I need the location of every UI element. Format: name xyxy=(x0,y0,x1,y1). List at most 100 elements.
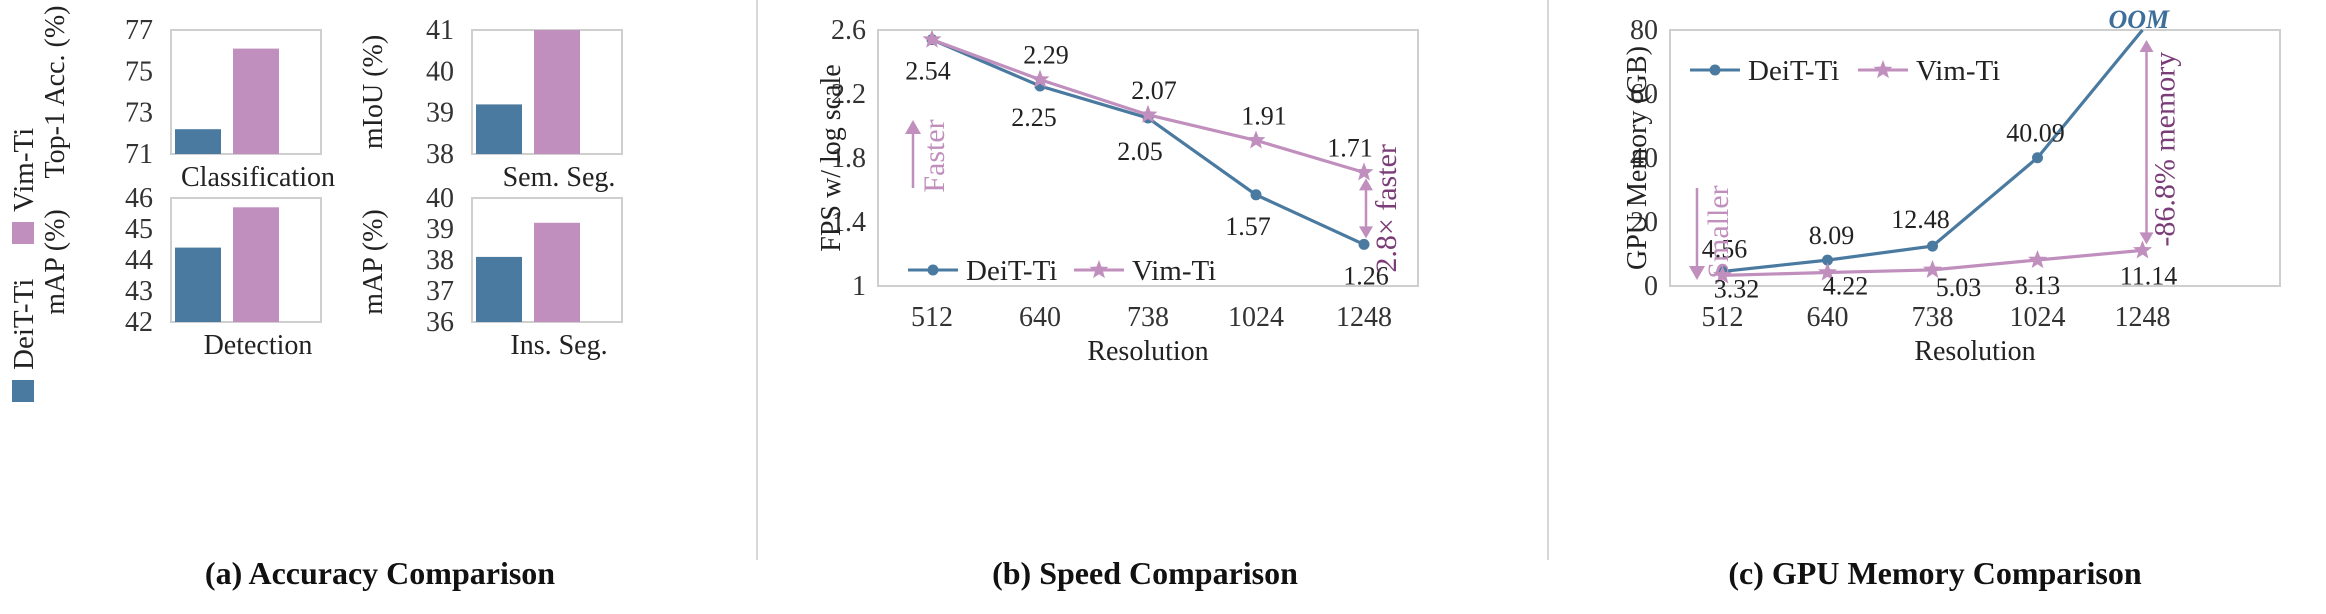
data-label-deit: 12.48 xyxy=(1891,205,1950,234)
bar-vim xyxy=(233,207,279,322)
y-axis-label: GPU Memory (GB) xyxy=(1622,46,1653,270)
caption-accuracy: (a) Accuracy Comparison xyxy=(205,555,555,591)
classification-chart: 71 73 75 77 Top-1 Acc. (%) Classification xyxy=(40,6,335,193)
point-vim xyxy=(1030,69,1050,88)
y-tick-label: 77 xyxy=(125,15,153,46)
point-vim xyxy=(1818,262,1837,281)
y-tick-label: 38 xyxy=(426,245,454,276)
point-deit xyxy=(1358,238,1370,250)
category-label: Sem. Seg. xyxy=(503,162,616,193)
faster-label: Faster xyxy=(918,119,951,192)
y-tick-label: 39 xyxy=(426,214,454,245)
data-label-vim: 4.22 xyxy=(1823,271,1869,300)
bar-deit xyxy=(476,256,522,322)
point-vim xyxy=(1354,162,1374,181)
y-tick-label: 75 xyxy=(125,56,153,87)
smaller-label: Smaller xyxy=(1702,185,1735,278)
speedup-arrowhead-bottom xyxy=(1359,226,1373,239)
y-tick-label: 36 xyxy=(426,307,454,338)
legend-deit-label: DeiT-Ti xyxy=(1748,55,1839,87)
y-tick-label: 71 xyxy=(125,139,153,170)
y-axis-label: mIoU (%) xyxy=(358,35,389,149)
y-tick-label: 1.8 xyxy=(831,143,866,174)
y-tick-label: 41 xyxy=(426,15,454,46)
legend-vim-label: Vim-Ti xyxy=(1916,55,2000,87)
y-tick-label: 2.6 xyxy=(831,15,866,46)
legend-vim-label: Vim-Ti xyxy=(8,128,40,212)
y-tick-label: 44 xyxy=(125,245,153,276)
legend-vim-swatch xyxy=(12,222,34,244)
bar-deit xyxy=(175,129,221,154)
point-vim xyxy=(1923,259,1942,278)
category-label: Classification xyxy=(181,162,335,193)
legend-deit-label: DeiT-Ti xyxy=(966,255,1057,287)
data-label-vim: 1.71 xyxy=(1327,133,1373,162)
bar-deit xyxy=(476,104,522,154)
y-tick-label: 1.4 xyxy=(831,207,866,238)
y-axis-label: mAP (%) xyxy=(358,209,389,315)
x-tick-label: 640 xyxy=(1019,302,1061,333)
y-tick-label: 60 xyxy=(1630,79,1658,110)
x-tick-label: 1024 xyxy=(1228,302,1284,333)
point-deit xyxy=(1822,254,1833,266)
memory-chart: 0 20 40 60 80 512 640 738 1024 1248 Resolution GPU … xyxy=(1622,5,2281,367)
point-vim xyxy=(1246,130,1266,149)
faster-arrowhead xyxy=(905,120,921,134)
legend-deit-marker xyxy=(1709,64,1721,76)
y-tick-label: 37 xyxy=(426,276,454,307)
y-tick-label: 20 xyxy=(1630,207,1658,238)
data-label-vim: 8.13 xyxy=(2015,271,2061,300)
x-tick-label: 1248 xyxy=(2115,302,2171,333)
caption-speed: (b) Speed Comparison xyxy=(992,555,1298,591)
data-label-vim: 11.14 xyxy=(2120,261,2178,290)
legend-vim-marker xyxy=(1089,260,1109,279)
point-deit xyxy=(1250,189,1262,201)
y-tick-label: 40 xyxy=(1630,143,1658,174)
legend-vim-label: Vim-Ti xyxy=(1132,255,1216,287)
data-label-vim: 1.91 xyxy=(1241,101,1287,130)
point-deit xyxy=(2032,152,2043,164)
x-tick-label: 512 xyxy=(1702,302,1744,333)
smaller-arrowhead xyxy=(1689,266,1705,280)
point-vim xyxy=(2028,250,2047,269)
data-label-deit: 8.09 xyxy=(1809,221,1855,250)
y-tick-label: 73 xyxy=(125,98,153,129)
y-tick-label: 45 xyxy=(125,214,153,245)
point-vim xyxy=(922,29,942,48)
accuracy-legend: DeiT-Ti Vim-Ti xyxy=(8,128,40,402)
category-label: Detection xyxy=(204,330,313,361)
y-axis-label: Top-1 Acc. (%) xyxy=(40,6,71,179)
data-label-deit: 1.26 xyxy=(1343,261,1389,290)
bar-deit xyxy=(175,247,221,322)
point-vim xyxy=(1138,104,1158,123)
x-tick-label: 738 xyxy=(1912,302,1954,333)
y-tick-label: 40 xyxy=(426,56,454,87)
legend-vim-marker xyxy=(1873,60,1893,79)
speed-chart: 1 1.4 1.8 2.2 2.6 512 640 738 1024 1248 Resolution… xyxy=(816,15,1419,367)
x-tick-label: 738 xyxy=(1127,302,1169,333)
oom-label: OOM xyxy=(2109,5,2171,34)
y-tick-label: 0 xyxy=(1644,271,1658,302)
y-axis-label: mAP (%) xyxy=(40,209,71,315)
y-tick-label: 40 xyxy=(426,183,454,214)
category-label: Ins. Seg. xyxy=(510,330,607,361)
x-tick-label: 640 xyxy=(1807,302,1849,333)
data-label-deit: 2.05 xyxy=(1117,137,1163,166)
x-tick-label: 1248 xyxy=(1336,302,1392,333)
bar-vim xyxy=(534,30,580,154)
data-label-deit: 1.57 xyxy=(1225,212,1271,241)
x-axis-label: Resolution xyxy=(1914,336,2035,367)
data-label-vim: 3.32 xyxy=(1714,274,1760,303)
plot-frame xyxy=(1669,29,2281,287)
data-label-deit: 2.25 xyxy=(1011,103,1057,132)
point-vim xyxy=(1713,265,1732,284)
bar-vim xyxy=(233,48,279,154)
x-axis-label: Resolution xyxy=(1087,336,1208,367)
saving-label: -86.8% memory xyxy=(2149,52,2182,247)
caption-memory: (c) GPU Memory Comparison xyxy=(1728,555,2141,591)
saving-arrowhead-top xyxy=(2139,40,2154,52)
data-label-deit: 40.09 xyxy=(2006,119,2065,148)
saving-arrowhead-bottom xyxy=(2139,232,2154,245)
y-axis-label: FPS w/ log scale xyxy=(816,64,847,251)
y-tick-label: 42 xyxy=(125,307,153,338)
